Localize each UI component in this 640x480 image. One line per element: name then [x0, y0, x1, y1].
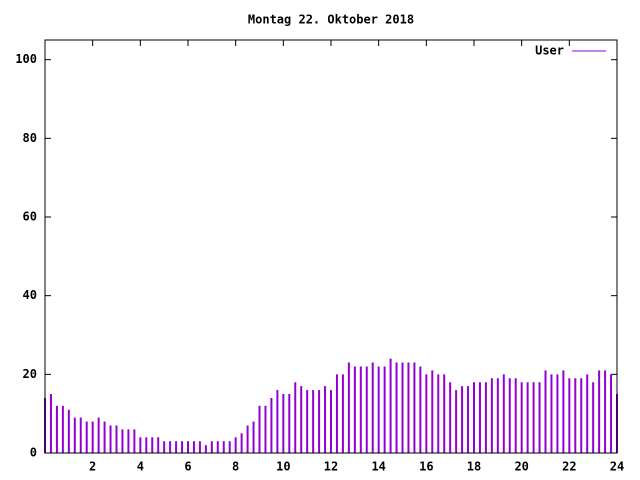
x-tick-label: 24 — [610, 460, 624, 474]
x-tick-label: 18 — [467, 460, 481, 474]
x-tick-label: 8 — [232, 460, 239, 474]
x-tick-label: 12 — [324, 460, 338, 474]
x-tick-label: 6 — [184, 460, 191, 474]
x-tick-label: 20 — [514, 460, 528, 474]
y-tick-label: 80 — [23, 131, 37, 145]
y-tick-label: 100 — [15, 52, 37, 66]
chart-title: Montag 22. Oktober 2018 — [248, 13, 414, 27]
y-tick-label: 60 — [23, 210, 37, 224]
x-tick-label: 10 — [276, 460, 290, 474]
x-tick-label: 4 — [137, 460, 144, 474]
plot-border — [44, 39, 618, 454]
legend-label: User — [535, 44, 564, 58]
y-tick-label: 20 — [23, 367, 37, 381]
x-tick-label: 22 — [562, 460, 576, 474]
x-tick-label: 16 — [419, 460, 433, 474]
y-tick-label: 0 — [30, 446, 37, 460]
x-tick-label: 14 — [371, 460, 385, 474]
x-tick-label: 2 — [89, 460, 96, 474]
y-tick-label: 40 — [23, 288, 37, 302]
